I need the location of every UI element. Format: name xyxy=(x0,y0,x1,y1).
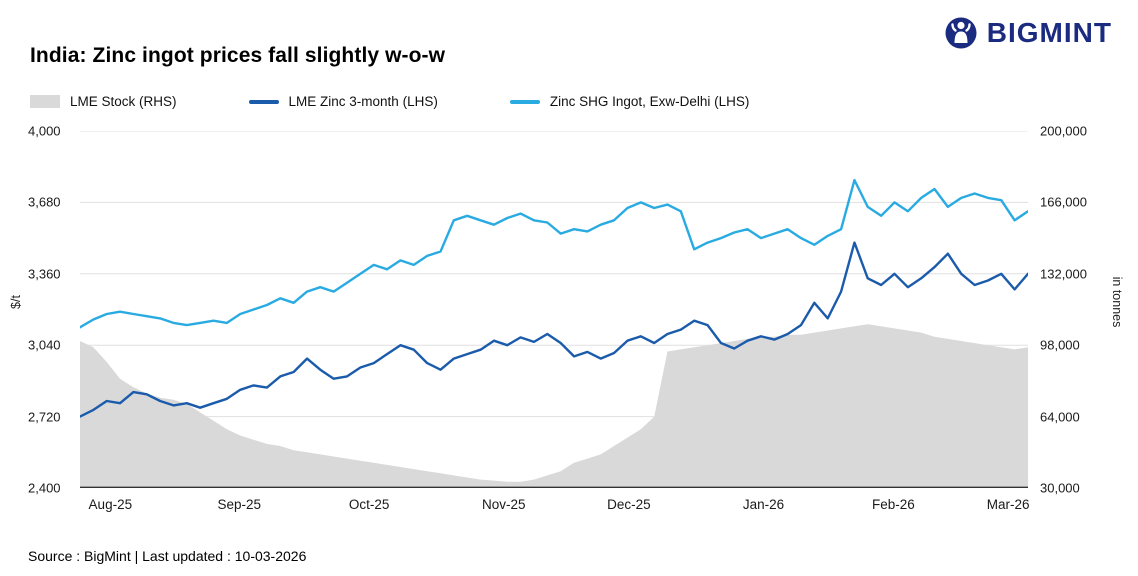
chart-legend: LME Stock (RHS) LME Zinc 3-month (LHS) Z… xyxy=(30,94,1110,109)
y-tick-label: 30,000 xyxy=(1040,480,1080,496)
left-axis-title: $/t xyxy=(9,295,23,309)
page-title: India: Zinc ingot prices fall slightly w… xyxy=(30,44,446,67)
legend-swatch-line-icon xyxy=(248,99,279,104)
x-tick-label: Aug-25 xyxy=(88,497,133,512)
legend-label: LME Zinc 3-month (LHS) xyxy=(288,94,438,109)
legend-swatch-line-icon xyxy=(509,99,540,104)
y-tick-label: 2,720 xyxy=(28,409,61,425)
x-axis: Aug-25 Sep-25 Oct-25 Nov-25 Dec-25 Jan-2… xyxy=(80,497,1030,517)
source-note: Source : BigMint | Last updated : 10-03-… xyxy=(28,548,307,564)
bigmint-logo-icon xyxy=(945,17,977,49)
y-tick-label: 3,360 xyxy=(28,266,61,282)
y-tick-label: 132,000 xyxy=(1040,266,1087,282)
x-tick-label: Mar-26 xyxy=(986,497,1030,512)
legend-item-shg-ingot: Zinc SHG Ingot, Exw-Delhi (LHS) xyxy=(509,94,750,109)
x-tick-label: Feb-26 xyxy=(871,497,915,512)
legend-swatch-area-icon xyxy=(30,95,60,108)
x-tick-label: Dec-25 xyxy=(607,497,651,512)
y-tick-label: 2,400 xyxy=(28,480,61,496)
y-tick-label: 3,680 xyxy=(28,194,61,210)
x-tick-label: Nov-25 xyxy=(481,497,526,512)
x-tick-label: Jan-26 xyxy=(742,497,785,512)
chart-area: $/t in tonnes 4,000 3,680 3,360 3,040 2,… xyxy=(9,124,1124,527)
right-axis-title: in tonnes xyxy=(1110,276,1124,328)
chart-canvas xyxy=(80,131,1028,488)
bigmint-logo: BIGMINT xyxy=(944,16,1112,50)
y-tick-label: 4,000 xyxy=(28,123,61,139)
bigmint-logo-text: BIGMINT xyxy=(986,17,1112,48)
y-axis-right: 200,000 166,000 132,000 98,000 64,000 30… xyxy=(1036,124,1102,496)
legend-item-lme-zinc: LME Zinc 3-month (LHS) xyxy=(248,94,438,109)
legend-label: Zinc SHG Ingot, Exw-Delhi (LHS) xyxy=(549,94,750,109)
y-tick-label: 3,040 xyxy=(28,337,61,353)
plot-area xyxy=(80,131,1028,488)
y-axis-left: 4,000 3,680 3,360 3,040 2,720 2,400 xyxy=(28,124,74,496)
y-tick-label: 64,000 xyxy=(1040,409,1080,425)
legend-item-lme-stock: LME Stock (RHS) xyxy=(30,94,177,109)
x-tick-label: Sep-25 xyxy=(217,497,262,512)
y-tick-label: 200,000 xyxy=(1040,123,1087,139)
y-tick-label: 98,000 xyxy=(1040,337,1080,353)
y-tick-label: 166,000 xyxy=(1040,194,1087,210)
x-tick-label: Oct-25 xyxy=(348,497,390,512)
legend-label: LME Stock (RHS) xyxy=(70,94,177,109)
